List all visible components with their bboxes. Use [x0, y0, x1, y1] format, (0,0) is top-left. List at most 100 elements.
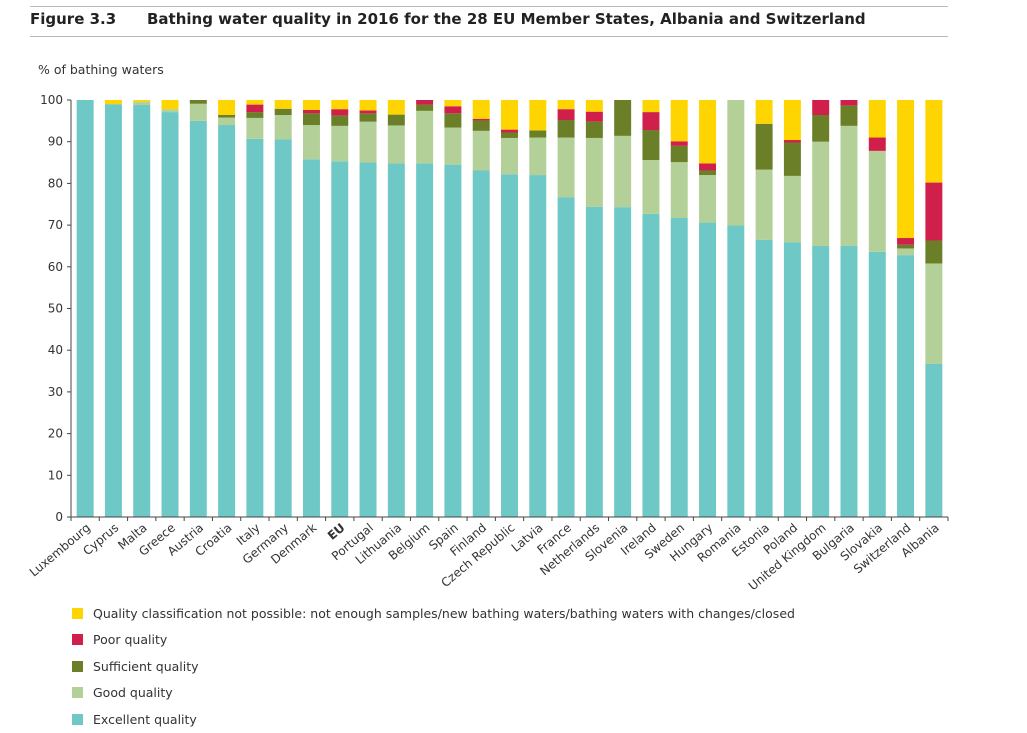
y-tick-label: 80 [48, 176, 63, 190]
y-tick-label: 30 [48, 385, 63, 399]
bar-segment [416, 163, 434, 517]
bar-segment [529, 130, 547, 138]
bar-segment [699, 163, 717, 171]
bar-segment [840, 245, 858, 517]
bar-segment [133, 105, 151, 517]
bar-segment [274, 139, 292, 517]
bar-segment [755, 123, 773, 170]
bar-segment [104, 100, 122, 105]
bar-segment [246, 104, 264, 113]
bar-segment [840, 105, 858, 126]
bar-segment [529, 175, 547, 517]
bar-segment [557, 197, 575, 517]
bar-segment [585, 100, 603, 112]
bar-segment [557, 109, 575, 121]
bar-segment [246, 117, 264, 139]
bar-segment [727, 100, 745, 226]
bar-segment [302, 110, 320, 114]
bar-segment [189, 100, 207, 104]
bar-segment [783, 100, 801, 141]
bar-segment [444, 100, 462, 107]
bar-segment [699, 222, 717, 517]
bar-segment [897, 238, 915, 245]
bar-segment [416, 100, 434, 105]
legend-label: Poor quality [93, 632, 168, 648]
bar-segment [727, 225, 745, 517]
bar-segment [161, 100, 179, 110]
bar-segment [699, 175, 717, 223]
bar-segment [840, 125, 858, 246]
bar-segment [585, 121, 603, 138]
bar-segment [897, 248, 915, 256]
bar-segment [670, 162, 688, 219]
bar-segment [501, 174, 518, 518]
bar-segment [670, 145, 688, 163]
bar-segment [189, 103, 207, 121]
bar-segment [189, 120, 207, 517]
bar-segment [387, 125, 405, 164]
y-axis-label: % of bathing waters [38, 62, 164, 77]
header-rule-bottom [30, 36, 948, 37]
bar-segment [783, 175, 801, 243]
bar-segment [218, 125, 236, 518]
stacked-bar-chart: 0102030405060708090100LuxembourgCyprusMa… [27, 93, 949, 593]
bar-segment [614, 207, 632, 518]
bar-segment [218, 115, 236, 118]
bar-segment [416, 104, 434, 111]
bar-segment [868, 251, 886, 518]
bar-segment [642, 160, 660, 214]
bar-segment [897, 100, 915, 239]
bar-segment [925, 240, 943, 264]
legend-label: Quality classification not possible: not… [93, 605, 795, 621]
y-tick-label: 20 [48, 427, 63, 441]
legend-swatch [72, 660, 83, 672]
bar-segment [302, 113, 320, 126]
bar-segment [359, 162, 377, 518]
bar-segment [472, 118, 490, 121]
y-tick-label: 0 [55, 510, 63, 524]
bar-segment [359, 100, 377, 111]
bar-segment [302, 125, 320, 160]
legend-label: Sufficient quality [93, 658, 199, 674]
figure-title: Bathing water quality in 2016 for the 28… [147, 10, 866, 28]
bar-segment [585, 111, 603, 122]
bar-segment [755, 169, 773, 240]
bar-segment [614, 100, 632, 136]
bar-segment [246, 100, 264, 105]
bar-segment [642, 112, 660, 131]
bar-segment [925, 100, 943, 183]
bar-segment [783, 140, 801, 143]
bar-segment [642, 100, 660, 113]
bar-segment [812, 115, 830, 142]
legend-swatch [72, 607, 83, 619]
y-tick-label: 70 [48, 218, 63, 232]
bar-segment [529, 137, 547, 176]
bar-segment [897, 255, 915, 517]
bar-segment [699, 100, 717, 164]
y-tick-label: 60 [48, 260, 63, 274]
bar-segment [557, 120, 575, 138]
bar-segment [274, 100, 292, 109]
legend-item-sufficient: Sufficient quality [72, 653, 795, 680]
bar-segment [444, 113, 462, 128]
legend-swatch [72, 634, 83, 646]
bar-segment [501, 100, 518, 130]
bar-segment [812, 141, 830, 246]
bar-segment [783, 242, 801, 517]
y-tick-label: 50 [48, 302, 63, 316]
figure-number: Figure 3.3 [30, 10, 117, 28]
bar-segment [161, 112, 179, 517]
bar-segment [218, 100, 236, 116]
legend-item-poor: Poor quality [72, 627, 795, 654]
legend-swatch [72, 713, 83, 725]
bar-segment [670, 100, 688, 142]
bar-segment [104, 104, 122, 518]
bar-segment [670, 218, 688, 517]
bar-segment [416, 110, 434, 164]
bar-segment [274, 115, 292, 140]
bar-segment [925, 363, 943, 517]
bar-segment [642, 130, 660, 161]
bar-segment [472, 130, 490, 171]
bar-segment [387, 114, 405, 126]
bar-segment [331, 100, 349, 110]
